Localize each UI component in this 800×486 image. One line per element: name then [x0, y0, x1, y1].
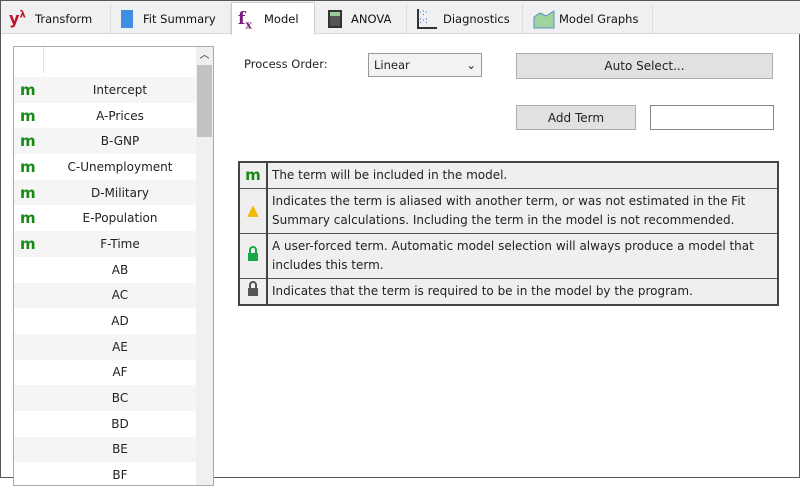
legend-table: m The term will be included in the model.…	[238, 161, 779, 306]
legend-row: A user-forced term. Automatic model sele…	[238, 233, 779, 279]
term-row[interactable]: BC	[14, 385, 196, 411]
calculator-icon	[325, 9, 345, 29]
term-name: AE	[112, 339, 128, 354]
model-term-icon: m	[20, 209, 36, 228]
area-chart-icon	[533, 9, 555, 29]
tab-model-graphs[interactable]: Model Graphs	[527, 4, 653, 33]
term-name: BF	[112, 468, 128, 483]
document-icon	[117, 9, 137, 29]
auto-select-button[interactable]: Auto Select...	[516, 53, 773, 79]
term-row[interactable]: BF	[14, 462, 196, 485]
term-name: C-Unemployment	[67, 159, 173, 174]
term-name: AF	[112, 365, 128, 380]
term-name: D-Military	[90, 185, 150, 200]
lambda-icon: yλ	[9, 8, 26, 28]
tab-diagnostics[interactable]: ·:·:·: Diagnostics	[411, 4, 523, 33]
tab-bar: yλ Transform Fit Summary fx Model ANOVA …	[1, 1, 800, 35]
chevron-down-icon: ⌄	[466, 58, 476, 72]
model-term-icon: m	[20, 80, 36, 99]
term-name: BE	[112, 442, 128, 457]
term-row[interactable]: AC	[14, 282, 196, 309]
term-row[interactable]: AB	[14, 257, 196, 283]
term-name: F-Time	[100, 236, 140, 251]
process-order-label: Process Order:	[244, 57, 328, 71]
term-row[interactable]: BD	[14, 411, 196, 437]
term-list-header	[14, 47, 213, 77]
term-name: B-GNP	[100, 134, 140, 149]
add-term-button[interactable]: Add Term	[516, 105, 636, 130]
term-list[interactable]: m Intercept m A-Prices m B-GNP m C-Unemployment…	[13, 46, 214, 486]
process-order-select[interactable]: Linear ⌄	[368, 53, 482, 77]
term-row[interactable]: m Intercept	[14, 77, 196, 103]
term-name: Intercept	[92, 82, 148, 97]
term-row[interactable]: m A-Prices	[14, 103, 196, 129]
model-term-icon: m	[245, 165, 261, 184]
warning-icon: ▲	[247, 201, 259, 219]
legend-row: Indicates that the term is required to b…	[238, 278, 779, 306]
term-name: BD	[111, 416, 129, 431]
term-row[interactable]: AD	[14, 308, 196, 334]
term-row[interactable]: m D-Military	[14, 179, 196, 206]
tab-fit-summary[interactable]: Fit Summary	[111, 4, 231, 33]
tab-anova[interactable]: ANOVA	[319, 4, 407, 33]
scatter-icon: ·:·:·:	[417, 8, 437, 29]
term-name: A-Prices	[96, 108, 144, 123]
model-term-icon: m	[20, 157, 36, 176]
term-name: E-Population	[82, 211, 158, 226]
term-name: BC	[111, 391, 129, 406]
model-term-icon: m	[20, 106, 36, 125]
term-list-scrollbar[interactable]: ︿	[196, 47, 213, 485]
model-term-icon: m	[20, 132, 36, 151]
model-term-icon: m	[20, 183, 36, 202]
green-lock-icon	[248, 245, 258, 261]
term-row[interactable]: m C-Unemployment	[14, 154, 196, 180]
scroll-up-icon[interactable]: ︿	[199, 50, 210, 61]
term-row[interactable]: m B-GNP	[14, 128, 196, 155]
term-row[interactable]: m E-Population	[14, 205, 196, 231]
term-row[interactable]: AE	[14, 333, 196, 360]
tab-transform[interactable]: yλ Transform	[3, 4, 111, 33]
add-term-input[interactable]	[650, 105, 774, 130]
fx-icon: fx	[238, 9, 252, 32]
term-name: AD	[111, 314, 129, 329]
gray-lock-icon	[248, 281, 258, 296]
legend-row: m The term will be included in the model.	[238, 161, 779, 189]
term-row[interactable]: m F-Time	[14, 231, 196, 257]
legend-row: ▲ Indicates the term is aliased with anot…	[238, 188, 779, 234]
term-name: AC	[111, 288, 129, 303]
scrollbar-thumb[interactable]	[197, 65, 212, 137]
term-row[interactable]: BE	[14, 436, 196, 463]
term-row[interactable]: AF	[14, 360, 196, 386]
model-term-icon: m	[20, 234, 36, 253]
tab-model[interactable]: fx Model	[231, 2, 315, 35]
term-name: AB	[111, 262, 129, 277]
